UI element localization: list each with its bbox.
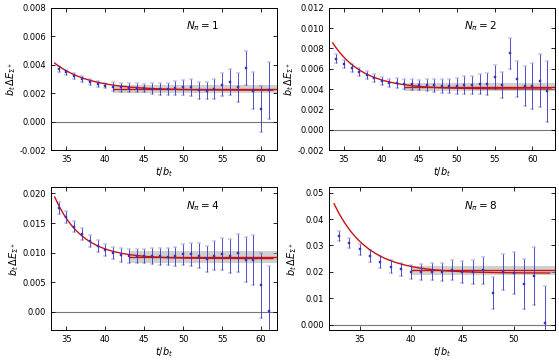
X-axis label: $t/b_t$: $t/b_t$: [155, 345, 173, 359]
Bar: [129, 251, 277, 263]
X-axis label: $t/b_t$: $t/b_t$: [433, 345, 451, 359]
Text: $N_\pi = 1$: $N_\pi = 1$: [186, 19, 219, 33]
Y-axis label: $b_t\, \Delta E_{\Sigma^+}$: $b_t\, \Delta E_{\Sigma^+}$: [7, 241, 21, 276]
Y-axis label: $b_t\, \Delta E_{\Sigma^+}$: $b_t\, \Delta E_{\Sigma^+}$: [4, 62, 18, 96]
Bar: [411, 266, 555, 275]
Bar: [404, 83, 555, 91]
Text: $N_\pi = 2$: $N_\pi = 2$: [465, 19, 497, 33]
Y-axis label: $b_t\, \Delta E_{\Sigma^+}$: $b_t\, \Delta E_{\Sigma^+}$: [282, 62, 296, 96]
Text: $N_\pi = 8$: $N_\pi = 8$: [465, 199, 498, 213]
X-axis label: $t/b_t$: $t/b_t$: [433, 165, 451, 179]
Y-axis label: $b_t\, \Delta E_{\Sigma^+}$: $b_t\, \Delta E_{\Sigma^+}$: [285, 241, 299, 276]
X-axis label: $t/b_t$: $t/b_t$: [155, 165, 173, 179]
Text: $N_\pi = 4$: $N_\pi = 4$: [186, 199, 220, 213]
Bar: [113, 85, 277, 93]
